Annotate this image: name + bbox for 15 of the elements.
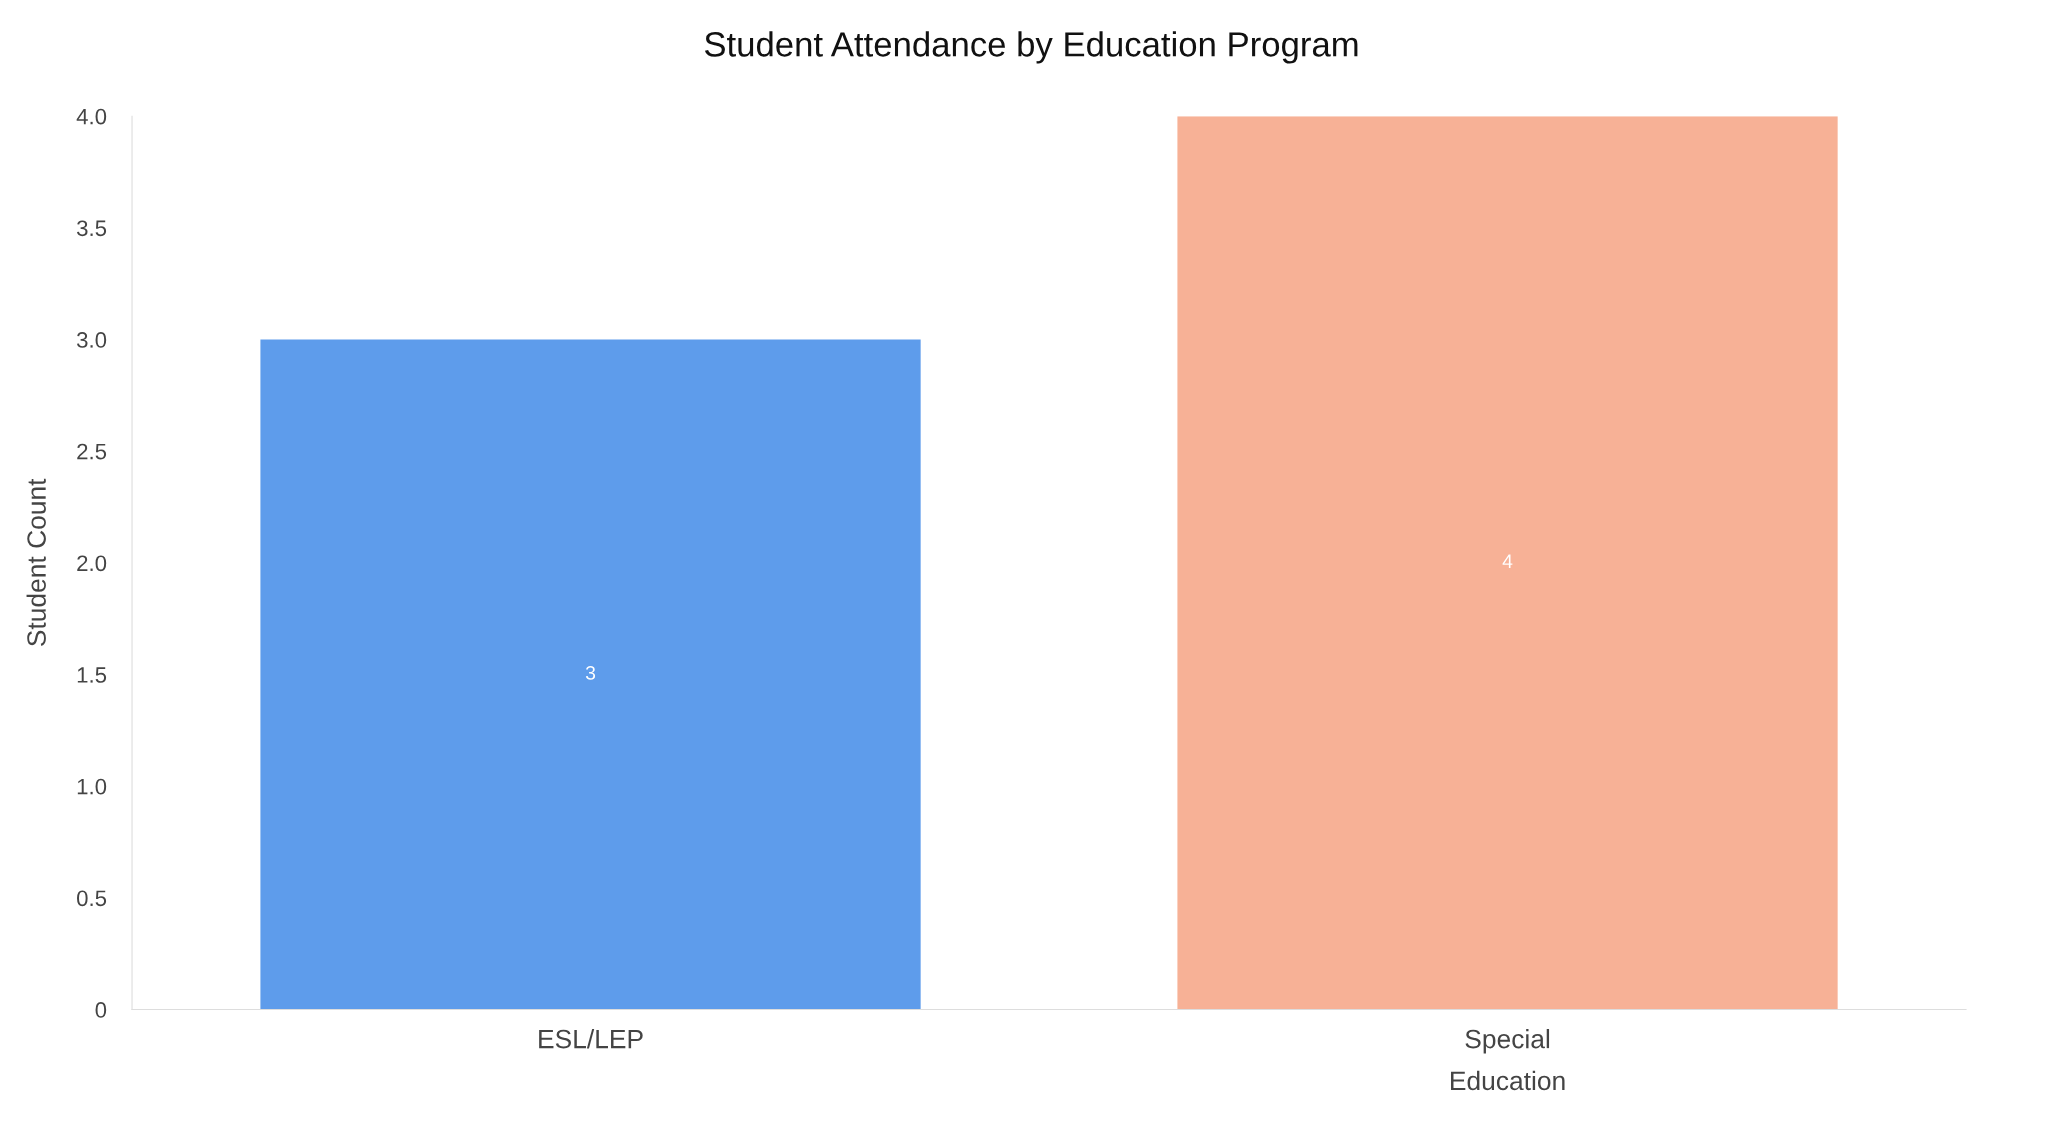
y-tick-label: 1.0 <box>77 778 107 795</box>
chart-title: Student Attendance by Education Program <box>704 31 1358 64</box>
x-tick-label: Special Education <box>1451 1029 1565 1091</box>
y-tick-label: 3.0 <box>76 332 107 348</box>
data-label: 4 <box>1502 554 1513 568</box>
x-tick-label: ESL/LEP <box>539 1029 643 1049</box>
y-tick-label: 2.5 <box>77 443 107 460</box>
y-axis-title: Student Count <box>26 478 46 647</box>
y-tick-label: 0.5 <box>77 890 107 907</box>
y-tick-label: 4.0 <box>76 108 107 125</box>
y-tick-label: 2.0 <box>77 555 107 572</box>
data-label: 3 <box>585 665 596 680</box>
y-tick-label: 3.5 <box>76 220 107 237</box>
y-tick-label: 1.5 <box>77 667 107 683</box>
y-tick-label: 0 <box>95 1002 107 1018</box>
